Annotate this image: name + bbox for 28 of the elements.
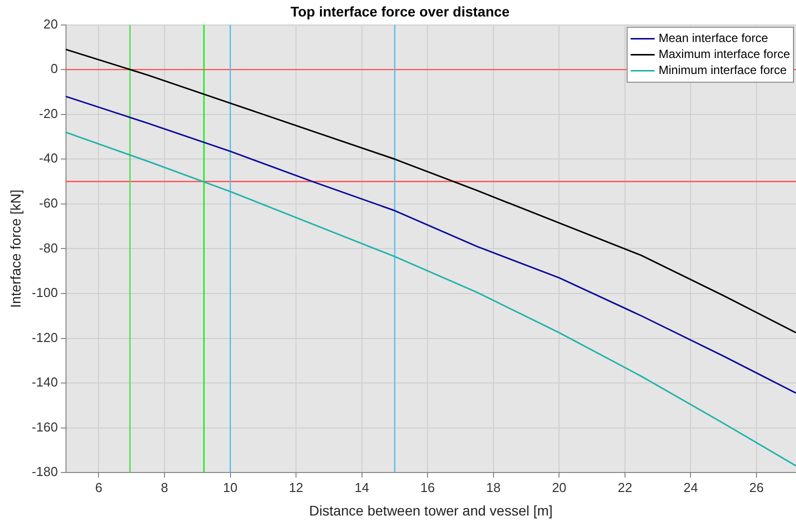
chart-title: Top interface force over distance bbox=[290, 3, 510, 20]
y-tick-label: 20 bbox=[43, 16, 58, 32]
y-axis-title: Interface force [kN] bbox=[7, 190, 24, 308]
x-tick-label: 24 bbox=[684, 480, 698, 495]
x-tick-label: 18 bbox=[486, 480, 501, 495]
y-tick-label: -80 bbox=[39, 240, 58, 256]
y-tick-label: -140 bbox=[32, 374, 58, 390]
x-tick-label: 8 bbox=[160, 480, 168, 495]
y-tick-label: -20 bbox=[39, 106, 58, 121]
x-tick-label: 26 bbox=[749, 480, 764, 495]
x-tick-label: 6 bbox=[95, 480, 102, 495]
y-tick-label: -100 bbox=[32, 285, 58, 300]
x-axis-title: Distance between tower and vessel [m] bbox=[309, 502, 553, 518]
x-tick-label: 10 bbox=[223, 480, 238, 495]
x-tick-label: 20 bbox=[552, 480, 566, 495]
x-tick-label: 22 bbox=[618, 480, 632, 495]
legend-label: Minimum interface force bbox=[658, 63, 787, 78]
y-tick-label: -40 bbox=[39, 150, 58, 166]
x-tick-label: 16 bbox=[420, 480, 435, 495]
y-tick-label: -60 bbox=[39, 196, 58, 210]
y-tick-label: -120 bbox=[32, 330, 58, 345]
legend-label: Mean interface force bbox=[658, 31, 768, 46]
x-tick-label: 14 bbox=[354, 480, 370, 495]
y-tick-label: 0 bbox=[50, 61, 58, 76]
y-tick-label: -180 bbox=[32, 464, 58, 480]
x-tick-label: 12 bbox=[288, 480, 304, 495]
legend-label: Maximum interface force bbox=[658, 47, 790, 62]
y-tick-label: -160 bbox=[32, 419, 58, 434]
